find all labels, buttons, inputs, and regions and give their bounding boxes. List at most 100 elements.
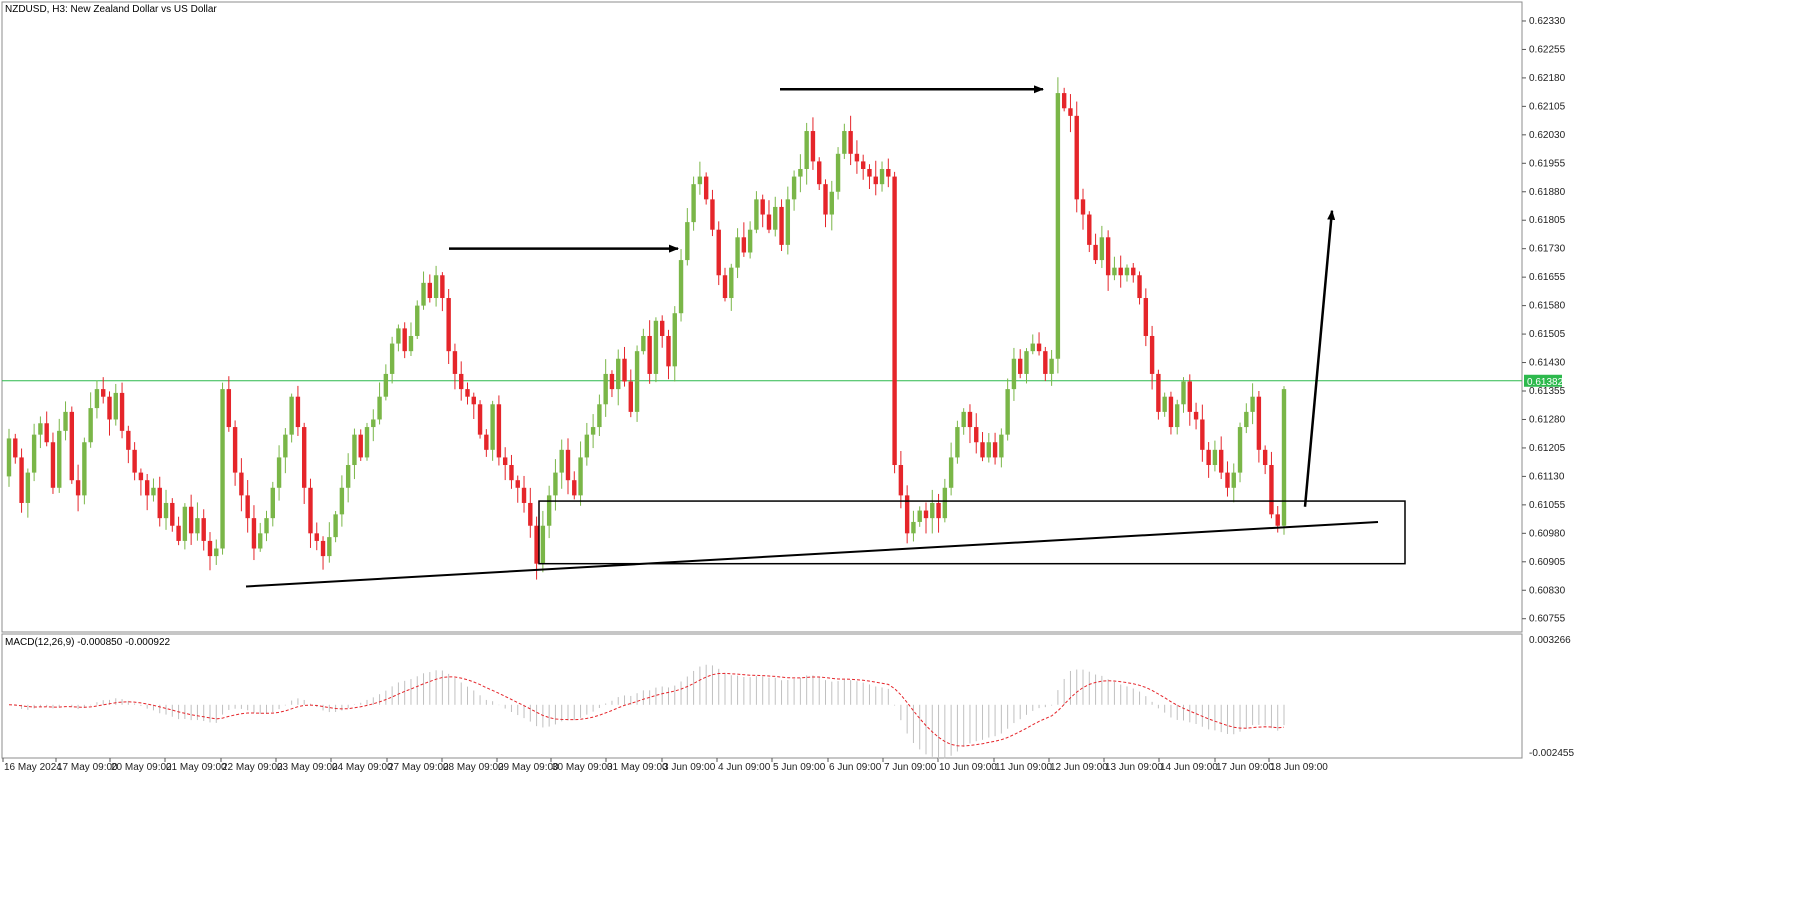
- candle-down: [766, 214, 772, 230]
- candle-down: [923, 510, 929, 519]
- candle-down: [898, 465, 904, 496]
- candle-down: [741, 237, 747, 253]
- price-tick-label: 0.61055: [1529, 500, 1566, 511]
- candle-up: [930, 502, 935, 519]
- candle-down: [496, 404, 502, 458]
- candle-down: [465, 389, 470, 397]
- candle-up: [345, 465, 351, 488]
- price-tick-label: 0.62180: [1529, 73, 1566, 84]
- candle-down: [572, 480, 577, 496]
- candle-up: [270, 487, 275, 519]
- candle-down: [308, 487, 313, 534]
- candle-down: [188, 506, 194, 534]
- candle-up: [804, 131, 809, 169]
- macd-indicator: [8, 664, 1285, 759]
- price-tick-label: 0.61130: [1529, 471, 1565, 482]
- candle-up: [1231, 472, 1236, 488]
- price-tick-label: 0.61280: [1529, 414, 1566, 425]
- time-tick-label: 4 Jun 09:00: [718, 762, 771, 773]
- price-tick-label: 0.61205: [1529, 443, 1566, 454]
- candle-up: [163, 502, 169, 519]
- candle-down: [509, 465, 514, 481]
- candle-down: [502, 457, 508, 466]
- candle-down: [1200, 419, 1205, 450]
- support-zone-rectangle[interactable]: [538, 500, 1406, 565]
- candle-up: [289, 396, 294, 435]
- candle-down: [515, 480, 520, 488]
- candle-up: [653, 320, 659, 374]
- candle-up: [377, 396, 382, 420]
- macd-label: MACD(12,26,9) -0.000850 -0.000922: [5, 637, 171, 648]
- candle-down: [132, 449, 137, 473]
- candle-up: [584, 434, 590, 458]
- candle-up: [999, 434, 1004, 458]
- candle-up: [1011, 358, 1017, 390]
- candle-down: [1193, 411, 1199, 420]
- drawing-objects[interactable]: [245, 85, 1406, 588]
- price-tick-label: 0.61730: [1529, 244, 1566, 255]
- breakout-arrow[interactable]: [1303, 209, 1336, 507]
- candle-up: [1237, 427, 1243, 473]
- macd-axis: 0.003266 -0.002455: [1529, 635, 1574, 759]
- support-trendline[interactable]: [245, 520, 1379, 588]
- chart-title: NZDUSD, H3: New Zealand Dollar vs US Dol…: [5, 4, 217, 15]
- time-tick-label: 24 May 09:00: [332, 762, 393, 773]
- candle-up: [333, 514, 338, 538]
- candle-up: [339, 487, 345, 515]
- candle-down: [609, 373, 615, 390]
- time-tick-label: 17 May 09:00: [57, 762, 118, 773]
- candle-down: [1061, 93, 1067, 109]
- candle-down: [427, 282, 433, 299]
- candle-down: [622, 358, 627, 382]
- price-tick-label: 0.62330: [1529, 16, 1566, 27]
- macd-tick-label: 0.003266: [1529, 635, 1571, 646]
- candle-down: [1131, 267, 1136, 276]
- candle-down: [1225, 472, 1230, 488]
- candle-up: [729, 267, 734, 299]
- candle-down: [703, 176, 709, 200]
- candle-up: [1175, 404, 1180, 428]
- candle-down: [459, 373, 464, 390]
- candle-down: [1187, 381, 1192, 412]
- time-tick-label: 6 Jun 09:00: [829, 762, 882, 773]
- candle-down: [126, 430, 131, 450]
- time-tick-label: 3 Jun 09:00: [663, 762, 716, 773]
- candle-down: [157, 487, 162, 519]
- candle-up: [352, 434, 357, 466]
- candle-up: [735, 237, 740, 268]
- time-tick-label: 31 May 09:00: [607, 762, 668, 773]
- candle-down: [1256, 396, 1262, 450]
- candle-up: [634, 351, 640, 412]
- candle-down: [534, 525, 539, 564]
- main-plot-frame: [1, 1, 1523, 633]
- time-tick-label: 21 May 09:00: [166, 762, 227, 773]
- time-tick-label: 12 Jun 09:00: [1050, 762, 1108, 773]
- candle-up: [773, 206, 778, 230]
- candle-up: [415, 305, 420, 336]
- price-tick-label: 0.62030: [1529, 130, 1566, 141]
- candlestick-series: [6, 77, 1287, 580]
- candle-down: [176, 525, 181, 541]
- candle-up: [220, 389, 225, 549]
- candle-down: [1143, 298, 1149, 336]
- candle-down: [974, 427, 979, 443]
- candle-down: [245, 495, 250, 519]
- candle-up: [408, 335, 414, 352]
- candle-up: [603, 373, 608, 405]
- candle-down: [13, 438, 18, 458]
- time-tick-label: 18 Jun 09:00: [1270, 762, 1328, 773]
- candle-up: [785, 199, 791, 245]
- time-tick-label: 14 Jun 09:00: [1160, 762, 1218, 773]
- candle-down: [1080, 199, 1086, 215]
- candle-up: [264, 518, 269, 534]
- candle-up: [942, 487, 948, 519]
- candle-down: [1269, 465, 1274, 515]
- candle-up: [986, 442, 992, 458]
- candle-down: [101, 389, 106, 397]
- candle-down: [565, 449, 571, 481]
- candle-down: [628, 381, 633, 412]
- candle-down: [1156, 373, 1161, 412]
- price-tick-label: 0.60755: [1529, 614, 1566, 625]
- candle-up: [433, 275, 439, 299]
